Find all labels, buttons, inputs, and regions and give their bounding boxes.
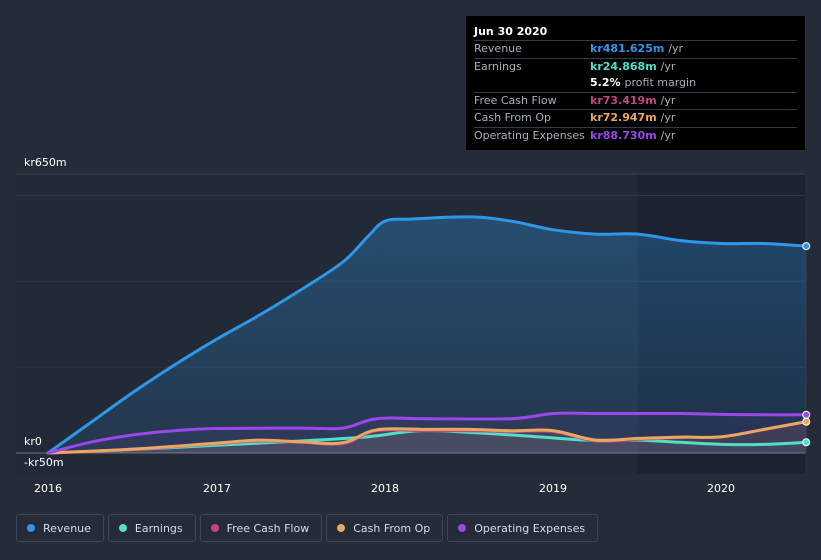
- tooltip-value: kr24.868m: [590, 59, 657, 73]
- legend-dot-icon: [118, 524, 127, 532]
- tooltip-unit: profit margin: [624, 76, 697, 89]
- legend-item-cash-from-op[interactable]: Cash From Op: [326, 514, 444, 542]
- tooltip-value: kr88.730m: [590, 128, 657, 142]
- tooltip-label: Cash From Op: [474, 111, 552, 124]
- tooltip-row-margin: 5.2% profit margin: [474, 75, 797, 92]
- tooltip-unit: /yr: [668, 42, 684, 55]
- tooltip-date: Jun 30 2020: [474, 25, 548, 38]
- legend-dot-icon: [210, 524, 219, 532]
- y-label-bottom: -kr50m: [24, 456, 64, 469]
- tooltip-label: Operating Expenses: [474, 128, 585, 142]
- x-label-2018: 2018: [371, 482, 399, 495]
- x-label-2019: 2019: [539, 482, 567, 495]
- endpoint-operating-expenses: [802, 410, 811, 419]
- endpoint-cash-from-op: [802, 417, 811, 426]
- tooltip-row-earnings: Earnings kr24.868m /yr: [474, 57, 797, 76]
- legend-dot-icon: [458, 524, 467, 532]
- tooltip-row-fcf: Free Cash Flow kr73.419m /yr: [474, 91, 797, 110]
- legend-item-free-cash-flow[interactable]: Free Cash Flow: [199, 514, 323, 542]
- tooltip-unit: /yr: [660, 59, 676, 73]
- tooltip-unit: /yr: [660, 93, 676, 107]
- area-revenue: [48, 216, 807, 453]
- legend-item-revenue[interactable]: Revenue: [16, 514, 104, 542]
- tooltip-value: kr481.625m: [590, 42, 665, 55]
- legend-item-operating-expenses[interactable]: Operating Expenses: [447, 514, 599, 542]
- y-label-zero: kr0: [24, 435, 42, 448]
- tooltip-row-revenue: Revenue kr481.625m /yr: [474, 40, 797, 58]
- legend-label: Cash From Op: [353, 521, 431, 535]
- line-earnings: [46, 428, 808, 455]
- legend-label: Free Cash Flow: [226, 521, 310, 535]
- x-label-2017: 2017: [203, 482, 231, 495]
- tooltip-row-opex: Operating Expenses kr88.730m /yr: [474, 126, 797, 145]
- tooltip-label: Free Cash Flow: [474, 93, 557, 107]
- tooltip-value: kr72.947m: [590, 111, 657, 124]
- x-label-2016: 2016: [34, 482, 62, 495]
- line-revenue: [46, 215, 808, 455]
- legend-item-earnings[interactable]: Earnings: [107, 514, 196, 542]
- tooltip-unit: /yr: [660, 128, 676, 142]
- legend-label: Revenue: [43, 521, 91, 535]
- tooltip-value: kr73.419m: [590, 93, 657, 107]
- tooltip-value: 5.2%: [590, 76, 621, 89]
- x-label-2020: 2020: [707, 482, 735, 495]
- tooltip: Jun 30 2020 Revenue kr481.625m /yr Earni…: [466, 16, 805, 150]
- tooltip-unit: /yr: [660, 111, 676, 124]
- line-cash-from-op: [46, 420, 808, 455]
- legend-dot-icon: [337, 524, 346, 532]
- line-operating-expenses: [46, 411, 808, 455]
- legend-label: Earnings: [134, 521, 183, 535]
- endpoint-earnings: [802, 438, 811, 447]
- legend: Revenue Earnings Free Cash Flow Cash Fro…: [16, 514, 599, 542]
- y-label-top: kr650m: [24, 156, 67, 169]
- legend-dot-icon: [27, 524, 35, 532]
- tooltip-label: Earnings: [474, 59, 522, 73]
- tooltip-row-cfo: Cash From Op kr72.947m /yr: [474, 109, 797, 127]
- tooltip-label: Revenue: [474, 42, 522, 55]
- endpoint-revenue: [802, 242, 811, 251]
- legend-label: Operating Expenses: [474, 521, 586, 535]
- area-earnings: [48, 430, 807, 453]
